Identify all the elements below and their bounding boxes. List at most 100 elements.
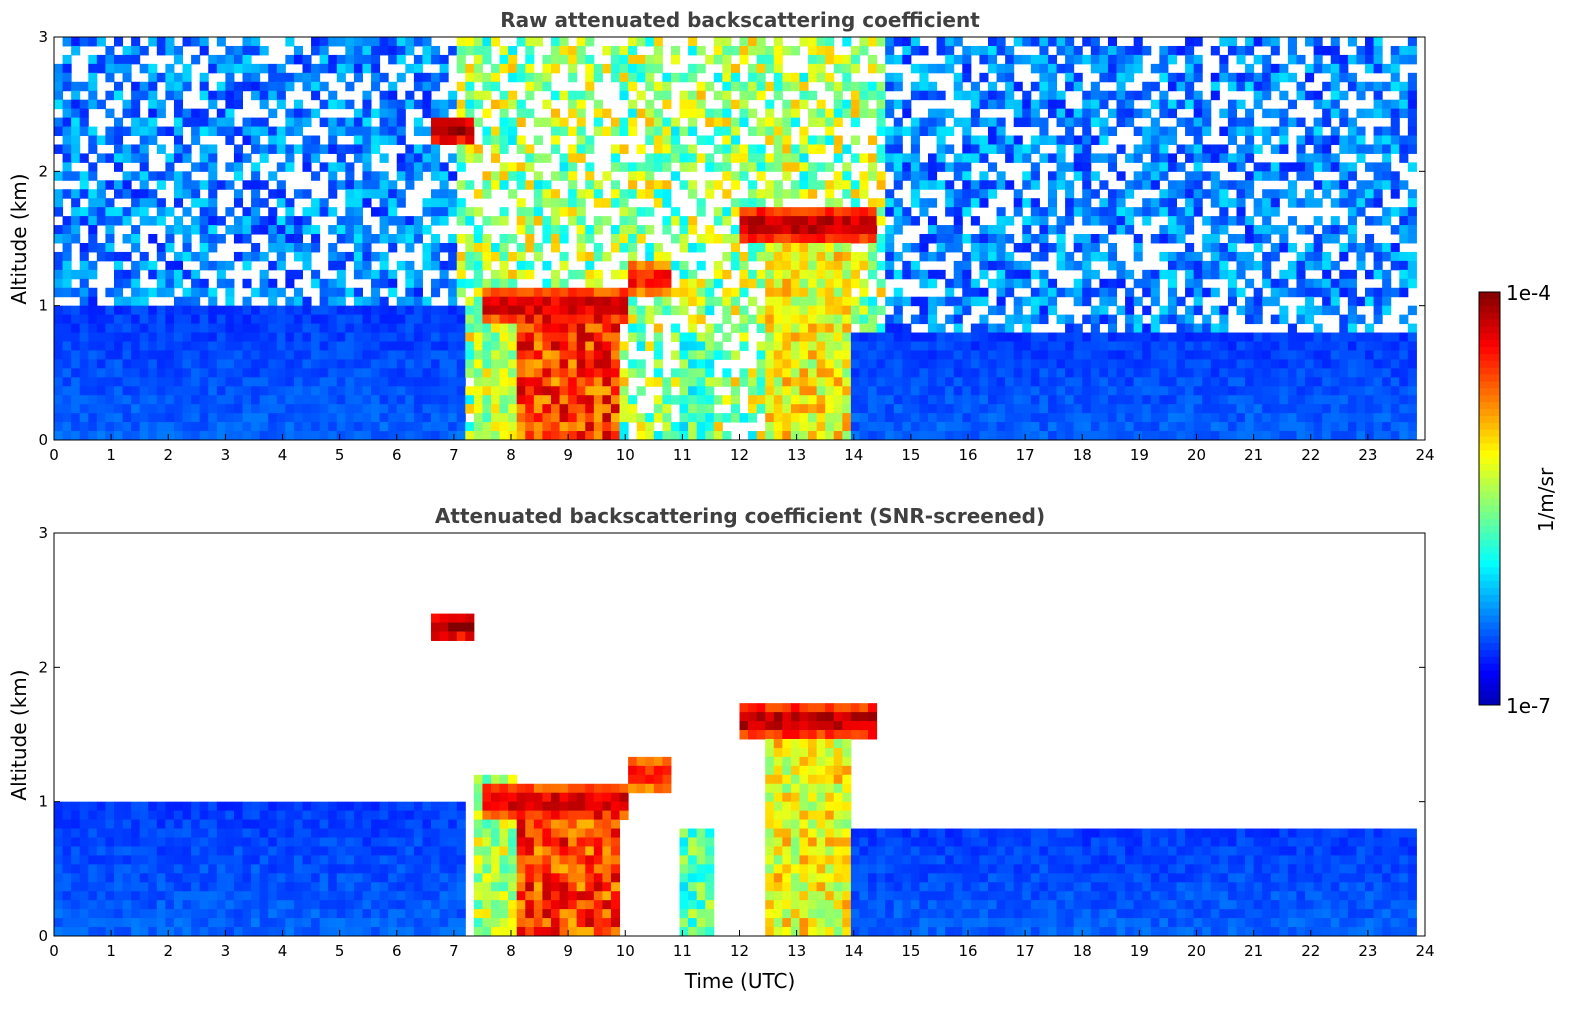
heatmap-cell: [576, 359, 586, 369]
heatmap-cell: [362, 90, 372, 101]
heatmap-cell: [54, 72, 64, 83]
heatmap-cell: [1005, 260, 1015, 271]
heatmap-cell: [842, 225, 852, 235]
heatmap-cell: [979, 180, 989, 190]
heatmap-cell: [79, 108, 89, 119]
heatmap-cell: [276, 350, 286, 360]
heatmap-cell: [79, 251, 89, 262]
heatmap-cell: [62, 314, 72, 325]
heatmap-cell: [645, 422, 655, 432]
heatmap-cell: [919, 305, 929, 316]
heatmap-cell: [1065, 108, 1075, 119]
heatmap-cell: [1219, 395, 1229, 405]
heatmap-cell: [208, 90, 218, 101]
heatmap-cell: [1099, 99, 1109, 110]
heatmap-cell: [165, 37, 175, 47]
heatmap-cell: [1047, 225, 1058, 235]
heatmap-cell: [979, 144, 989, 154]
heatmap-cell: [379, 341, 389, 351]
heatmap-cell: [508, 413, 518, 423]
heatmap-cell: [362, 314, 372, 325]
heatmap-cell: [302, 251, 312, 262]
heatmap-cell: [1065, 386, 1075, 396]
heatmap-cell: [722, 153, 732, 163]
heatmap-cell: [730, 287, 740, 298]
heatmap-cell: [302, 332, 312, 342]
heatmap-cell: [970, 99, 980, 110]
heatmap-cell: [268, 386, 278, 396]
heatmap-cell: [1287, 341, 1297, 351]
heatmap-cell: [533, 135, 543, 145]
heatmap-cell: [1270, 359, 1280, 369]
heatmap-cell: [473, 144, 483, 154]
heatmap-cell: [413, 422, 423, 432]
heatmap-cell: [876, 368, 886, 378]
heatmap-cell: [979, 189, 989, 199]
heatmap-cell: [199, 207, 209, 217]
heatmap-cell: [276, 251, 286, 262]
heatmap-cell: [970, 431, 980, 441]
heatmap-cell: [62, 153, 72, 163]
heatmap-cell: [893, 368, 903, 378]
heatmap-cell: [542, 225, 552, 235]
heatmap-cell: [413, 234, 423, 244]
heatmap-cell: [1082, 207, 1092, 217]
heatmap-cell: [902, 37, 912, 47]
heatmap-cell: [62, 422, 72, 432]
heatmap-cell: [885, 323, 895, 334]
heatmap-cell: [1245, 189, 1255, 199]
heatmap-cell: [782, 72, 792, 83]
heatmap-cell: [233, 225, 244, 235]
heatmap-cell: [1167, 359, 1178, 369]
heatmap-cell: [336, 72, 346, 83]
heatmap-cell: [1219, 108, 1229, 119]
heatmap-cell: [473, 422, 483, 432]
heatmap-cell: [585, 171, 595, 181]
heatmap-cell: [371, 54, 381, 65]
heatmap-cell: [730, 404, 740, 414]
heatmap-cell: [542, 377, 552, 387]
heatmap-cell: [216, 368, 226, 378]
heatmap-cell: [413, 269, 423, 280]
heatmap-cell: [516, 269, 526, 280]
heatmap-cell: [88, 323, 98, 334]
heatmap-cell: [113, 404, 124, 414]
heatmap-cell: [422, 242, 432, 253]
heatmap-cell: [756, 314, 766, 325]
heatmap-cell: [1305, 63, 1315, 74]
heatmap-cell: [319, 377, 329, 387]
heatmap-cell: [1125, 269, 1135, 280]
heatmap-cell: [688, 314, 698, 325]
heatmap-cell: [491, 171, 501, 181]
heatmap-cell: [225, 332, 235, 342]
heatmap-cell: [679, 153, 689, 163]
heatmap-cell: [705, 359, 715, 369]
heatmap-cell: [1082, 180, 1092, 190]
heatmap-cell: [1082, 216, 1092, 226]
heatmap-cell: [379, 386, 389, 396]
heatmap-cell: [910, 90, 920, 101]
heatmap-cell: [902, 260, 912, 271]
heatmap-cell: [285, 242, 295, 253]
heatmap-cell: [1193, 341, 1203, 351]
heatmap-cell: [1236, 386, 1246, 396]
heatmap-cell: [1133, 332, 1143, 342]
heatmap-cell: [71, 171, 81, 181]
heatmap-cell: [1005, 422, 1015, 432]
heatmap-cell: [790, 350, 800, 360]
heatmap-cell: [1142, 81, 1152, 92]
heatmap-cell: [868, 37, 878, 47]
heatmap-cell: [225, 135, 235, 145]
heatmap-cell: [816, 162, 826, 172]
heatmap-cell: [525, 287, 535, 298]
heatmap-cell: [285, 234, 295, 244]
heatmap-cell: [765, 269, 775, 280]
heatmap-cell: [670, 287, 681, 298]
heatmap-cell: [773, 54, 783, 65]
heatmap-cell: [1090, 171, 1100, 181]
heatmap-cell: [705, 180, 715, 190]
heatmap-cell: [148, 431, 158, 441]
heatmap-cell: [970, 368, 980, 378]
heatmap-cell: [1125, 207, 1135, 217]
heatmap-cell: [396, 431, 406, 441]
